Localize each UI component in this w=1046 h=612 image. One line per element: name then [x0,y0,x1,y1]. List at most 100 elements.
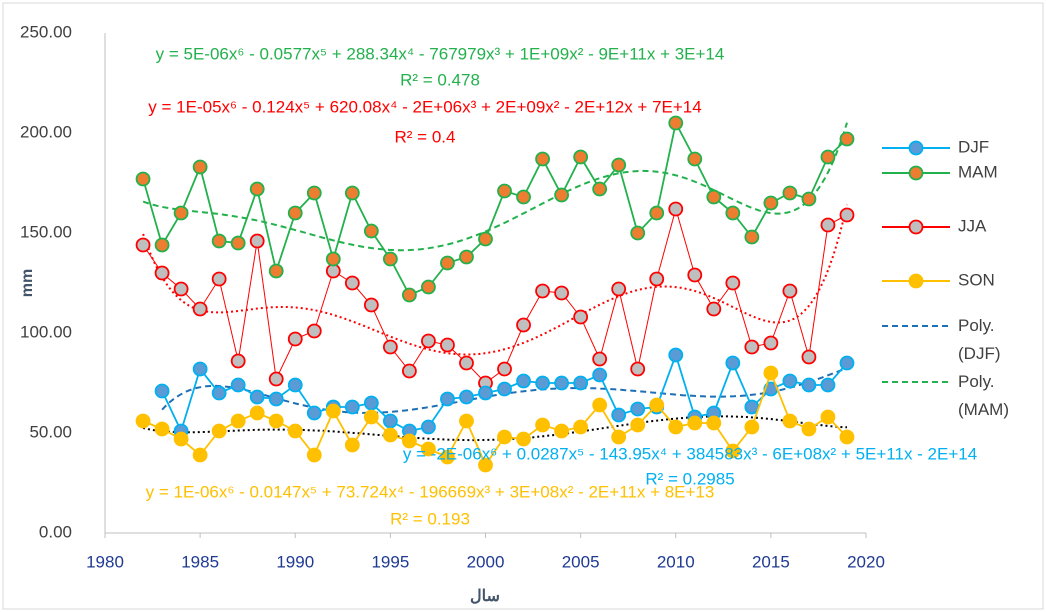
marker [516,317,531,333]
marker [401,363,417,379]
marker [249,181,265,197]
marker [325,263,341,279]
marker [516,373,531,389]
marker [344,185,360,201]
legend-marker [908,219,924,235]
marker [192,301,208,317]
x-tick-label: 1995 [371,552,409,571]
marker [268,371,284,387]
series-line [142,120,848,297]
marker [287,205,303,221]
marker [478,385,493,401]
marker [287,377,303,393]
marker [535,417,550,433]
marker [440,391,455,407]
legend-marker [908,165,924,181]
marker [440,449,455,465]
marker [706,189,722,205]
marker [839,355,855,371]
marker [401,433,417,449]
legend-trendline-label: Poly. (DJF) [958,316,1001,363]
marker [592,397,608,413]
marker [173,205,189,221]
y-tick-label: 100.00 [20,322,72,341]
marker [325,251,341,267]
marker [306,447,322,463]
marker [421,279,436,295]
marker [440,337,455,353]
marker [687,151,703,167]
marker [801,421,817,437]
marker [801,191,817,207]
legend-label: JJA [958,216,987,235]
marker [649,397,665,413]
marker [401,287,417,303]
marker [706,415,722,431]
marker [192,447,208,463]
legend-marker [908,140,924,156]
marker [801,349,817,365]
marker [306,405,322,421]
marker [421,333,436,349]
marker [649,271,665,287]
marker [478,231,493,247]
y-axis-title: mm [19,269,36,297]
marker [249,389,265,405]
marker [363,297,379,313]
marker [782,185,798,201]
marker [135,413,151,429]
marker [287,423,303,439]
marker [230,413,246,429]
marker [421,441,436,457]
marker [192,159,208,175]
marker [382,413,398,429]
marker [801,377,817,393]
x-tick-label: 2000 [467,552,505,571]
trendline-equation: y = 1E-06x⁶ - 0.0147x⁵ + 73.724x⁴ - 1966… [146,482,715,501]
x-tick-label: 2005 [562,552,600,571]
marker [211,271,227,287]
marker [535,283,550,299]
marker [268,263,284,279]
marker [154,265,170,281]
marker [230,353,246,369]
marker [325,403,341,419]
marker [173,281,189,297]
x-axis-title: سال [470,588,500,605]
marker [573,309,589,325]
marker [363,223,379,239]
marker [725,205,741,221]
marker [268,391,284,407]
marker [497,429,512,445]
marker [687,267,703,283]
marker [763,365,779,381]
marker [173,431,189,447]
marker [497,183,512,199]
marker [344,399,360,415]
legend-label: DJF [958,137,989,156]
trendline [142,415,848,442]
marker [306,185,322,201]
marker [630,225,646,241]
marker [211,233,227,249]
marker [706,301,722,317]
marker [554,423,569,439]
legend-label: MAM [958,162,998,181]
trendline-equation: y = -2E-06x⁶ + 0.0287x⁵ - 143.95x⁴ + 384… [403,444,977,463]
marker [649,205,665,221]
marker [249,233,265,249]
marker [630,401,646,417]
trendline-r2: R² = 0.2985 [645,469,734,488]
marker [154,383,170,399]
marker [820,149,836,165]
trendline-equation: y = 1E-05x⁶ - 0.124x⁵ + 620.08x⁴ - 2E+06… [148,97,701,116]
marker [306,323,322,339]
trendline-equation: y = 5E-06x⁶ - 0.0577x⁵ + 288.34x⁴ - 7679… [156,44,725,63]
marker [630,361,646,377]
x-tick-label: 2010 [657,552,695,571]
marker [516,431,531,447]
y-tick-label: 200.00 [20,122,72,141]
marker [839,131,855,147]
